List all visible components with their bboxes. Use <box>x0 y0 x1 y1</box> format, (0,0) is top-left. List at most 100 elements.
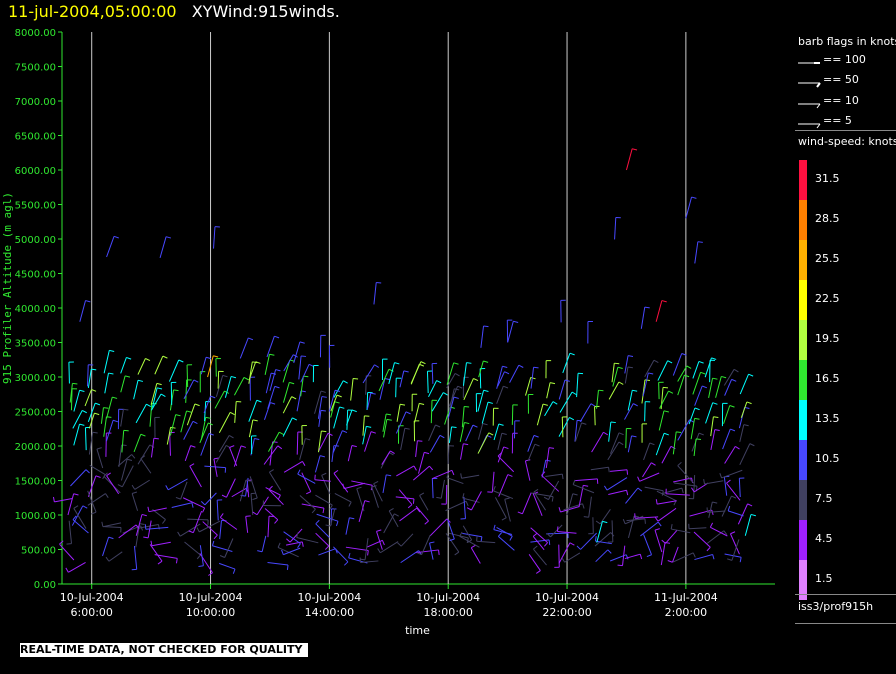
wind-barb-flag <box>219 555 225 558</box>
wind-barb <box>447 519 455 540</box>
wind-barb <box>233 377 245 396</box>
wind-barb <box>68 562 86 573</box>
wind-barb-flag <box>668 390 674 394</box>
wind-barb <box>665 529 678 544</box>
wind-barb <box>624 403 634 420</box>
wind-barb <box>213 458 218 477</box>
wind-barb-flag <box>497 452 502 457</box>
wind-barb-flag <box>709 522 714 528</box>
wind-barb <box>169 414 177 436</box>
y-tick-label: 1500.00 <box>15 477 56 488</box>
wind-barb <box>120 357 127 374</box>
wind-barb-flag <box>416 507 421 513</box>
wind-barb-flag <box>112 419 119 423</box>
wind-barb-flag <box>622 518 626 524</box>
wind-barb <box>415 505 429 522</box>
wind-barb-flag <box>686 365 692 369</box>
wind-barb <box>135 403 147 424</box>
wind-barb <box>234 401 237 423</box>
wind-barb-flag <box>277 542 281 548</box>
wind-barb <box>580 532 597 550</box>
wind-barb <box>140 458 152 474</box>
wind-barb <box>624 553 641 560</box>
wind-barb <box>576 373 579 398</box>
wind-barb <box>527 435 535 452</box>
wind-barb-flag <box>711 357 717 360</box>
wind-barb-flag <box>91 511 97 515</box>
wind-barb <box>644 486 664 492</box>
wind-barb <box>627 390 633 411</box>
wind-barb-flag <box>95 402 101 406</box>
wind-barb <box>316 513 339 522</box>
wind-barb <box>314 390 322 414</box>
wind-barb <box>643 534 652 555</box>
wind-barb <box>68 520 73 544</box>
wind-barb-flag <box>632 148 638 151</box>
wind-barb <box>87 475 97 498</box>
wind-barb <box>315 523 330 538</box>
wind-barb <box>639 472 660 482</box>
wind-barb-flag <box>694 407 700 411</box>
wind-barb <box>546 532 568 535</box>
wind-barb-flag <box>193 379 199 383</box>
wind-barb-flag <box>319 455 326 458</box>
wind-barb-flag <box>405 411 411 415</box>
wind-barb-flag <box>471 544 476 549</box>
wind-barb <box>431 478 434 499</box>
wind-barb <box>481 401 489 424</box>
wind-barb <box>333 406 340 429</box>
wind-barb-flag <box>731 378 737 382</box>
wind-barb-flag <box>321 430 327 433</box>
wind-barb-flag <box>618 441 624 446</box>
wind-barb <box>625 428 627 449</box>
wind-barb <box>106 236 115 258</box>
wind-barb <box>476 540 496 544</box>
wind-barb <box>293 341 301 364</box>
wind-barb-flag <box>131 484 136 490</box>
wind-barb-flag <box>533 545 538 550</box>
wind-barb <box>89 464 106 476</box>
wind-barb-flag <box>749 443 755 447</box>
wind-barb-flag <box>482 423 488 426</box>
wind-barb-flag <box>269 353 275 356</box>
wind-barb-flag <box>493 524 496 530</box>
wind-barb <box>497 446 505 463</box>
wind-barb <box>154 355 164 375</box>
wind-barb-flag <box>232 568 236 574</box>
wind-barb <box>672 431 677 455</box>
wind-barb <box>362 364 375 384</box>
wind-barb-flag <box>82 409 87 414</box>
wind-barb <box>59 543 75 561</box>
wind-barb-flag <box>561 557 566 563</box>
wind-barb-flag <box>297 469 301 475</box>
wind-barb <box>478 360 484 378</box>
wind-barb-flag <box>698 360 704 364</box>
wind-barb <box>184 445 192 462</box>
wind-barb-flag <box>321 472 327 476</box>
wind-barb-flag <box>439 434 445 439</box>
wind-barb-flag <box>533 434 539 438</box>
wind-barb-flag <box>139 523 145 525</box>
wind-barb-flag <box>324 545 330 550</box>
chart-header: 11-jul-2004,05:00:00 XYWind:915winds. <box>8 2 340 21</box>
wind-barb-flag <box>175 558 178 564</box>
wind-barb <box>183 421 194 440</box>
wind-barb <box>431 392 444 412</box>
wind-barb-flag <box>208 572 213 576</box>
wind-barb <box>465 424 474 442</box>
chart-title: XYWind:915winds. <box>191 2 340 21</box>
wind-barb-flag <box>727 505 731 512</box>
wind-barb <box>184 541 201 556</box>
colorbar-label: 1.5 <box>815 572 833 585</box>
wind-barb <box>283 354 294 372</box>
wind-barb <box>610 469 628 472</box>
wind-barb <box>704 357 712 378</box>
wind-barb <box>318 548 336 556</box>
wind-barb <box>203 395 212 414</box>
wind-barb <box>558 417 570 437</box>
wind-barb <box>216 500 219 521</box>
wind-barb <box>694 385 703 406</box>
wind-barb-flag <box>170 426 176 429</box>
wind-barb <box>672 552 694 563</box>
wind-barb <box>591 431 604 453</box>
